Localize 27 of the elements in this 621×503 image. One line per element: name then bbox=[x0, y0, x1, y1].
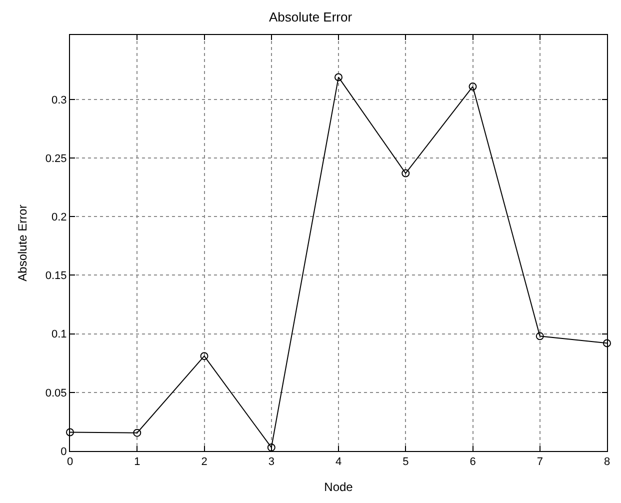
point bbox=[468, 82, 477, 91]
point bbox=[402, 169, 410, 178]
y-tick-label: 0.05 bbox=[45, 387, 67, 400]
x-tick-label: 5 bbox=[402, 456, 409, 468]
x-tick-label: 8 bbox=[604, 456, 610, 468]
x-tick-label: 6 bbox=[470, 456, 476, 468]
x-tick-label: 4 bbox=[335, 456, 342, 468]
point bbox=[133, 428, 142, 437]
x-tick-label: 1 bbox=[134, 456, 140, 468]
y-tick-label: 0.25 bbox=[45, 152, 67, 165]
y-tick-label: 0.3 bbox=[52, 94, 67, 106]
x-axis-title: Node bbox=[324, 480, 354, 494]
x-tick-label: 3 bbox=[268, 456, 274, 468]
y-tick-label: 0.1 bbox=[52, 328, 67, 341]
y-tick-label: 0 bbox=[60, 446, 67, 458]
y-tick-label: 0.15 bbox=[45, 270, 67, 282]
point bbox=[267, 443, 276, 452]
y-tick-label: 0.2 bbox=[52, 211, 67, 224]
point bbox=[334, 73, 342, 82]
x-tick-label: 2 bbox=[201, 456, 208, 468]
point bbox=[603, 339, 611, 348]
chart-title: Absolute Error bbox=[268, 10, 353, 25]
point bbox=[200, 352, 208, 360]
x-tick-label: 7 bbox=[536, 456, 543, 468]
point bbox=[66, 428, 74, 436]
point bbox=[536, 332, 544, 340]
y-axis-title: Absolute Error bbox=[16, 204, 30, 282]
